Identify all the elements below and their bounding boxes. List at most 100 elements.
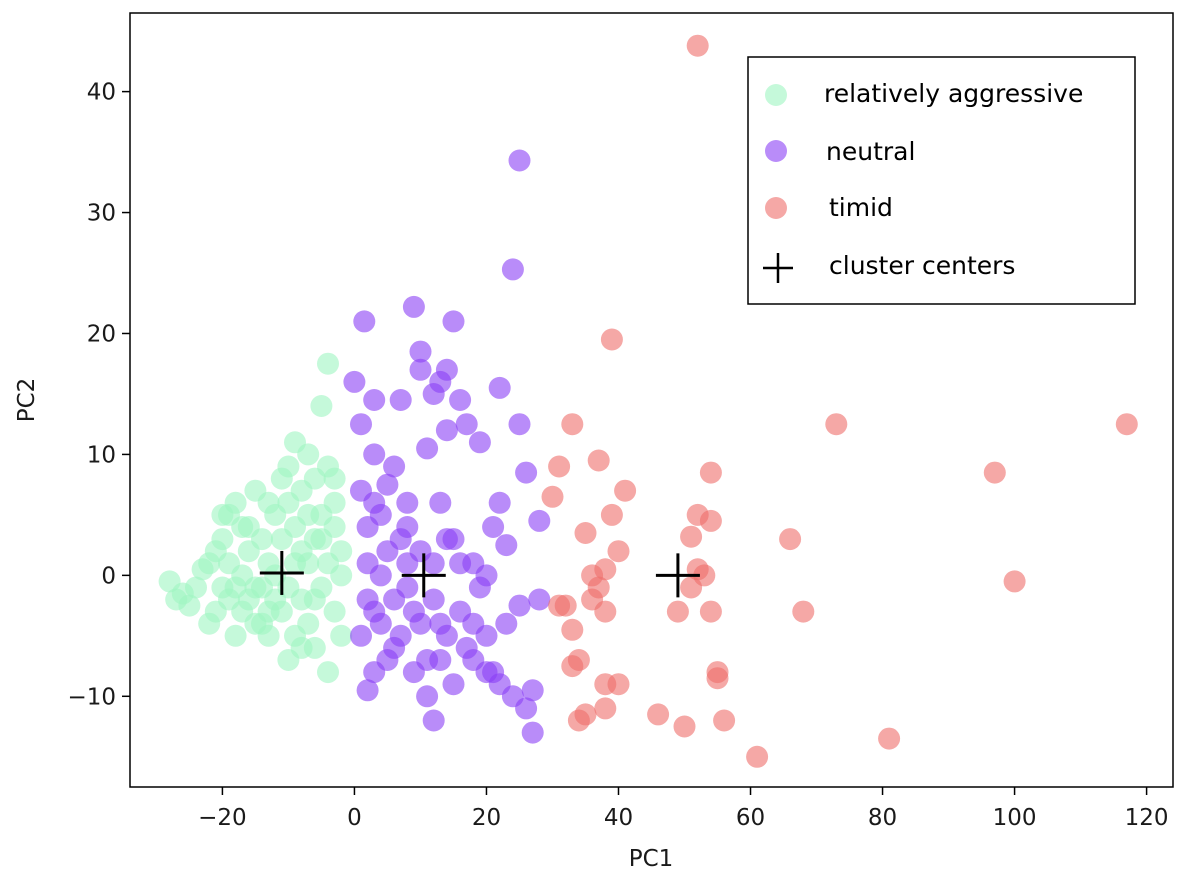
point-relatively-aggressive [257,491,280,514]
point-timid [548,455,571,478]
legend: relatively aggressive neutral timid clus… [747,56,1136,305]
point-neutral [508,594,531,617]
x-tick-label: 40 [604,805,633,831]
point-relatively-aggressive [310,528,333,551]
point-relatively-aggressive [218,552,240,575]
point-timid [554,594,577,617]
y-tick-label: −10 [67,684,116,710]
point-timid [587,449,610,472]
point-neutral [363,389,386,411]
point-neutral [462,612,485,635]
point-timid [699,600,722,623]
point-neutral [416,437,439,460]
point-neutral [475,564,498,587]
point-timid [666,600,689,623]
point-neutral [396,491,419,514]
point-neutral [528,509,551,532]
point-timid [706,661,729,684]
point-neutral [429,649,452,671]
cluster-center-marker [401,553,446,598]
point-relatively-aggressive [317,352,339,375]
point-relatively-aggressive [330,540,353,563]
point-relatively-aggressive [317,661,339,684]
point-timid [825,413,848,436]
point-neutral [442,310,465,333]
point-relatively-aggressive [284,552,306,575]
point-relatively-aggressive [211,503,234,526]
point-timid [1115,413,1138,436]
point-timid [594,600,617,623]
point-timid [574,703,597,726]
x-tick-label: −20 [198,805,247,831]
plot-frame [129,12,1174,788]
y-tick-label: 0 [101,563,116,589]
point-neutral [369,612,392,635]
y-tick-label: 40 [87,80,116,106]
point-neutral [356,552,379,575]
y-axis-label: PC2 [14,378,40,423]
y-tick-label: 10 [87,442,116,468]
point-neutral [409,358,432,381]
point-neutral [435,419,458,442]
point-neutral [515,697,538,720]
x-tick-label: 60 [736,805,765,831]
point-neutral [409,340,432,363]
point-timid [600,328,623,351]
point-neutral [356,679,379,702]
point-neutral [521,679,544,702]
cluster-center-marker [259,550,304,595]
point-neutral [488,376,511,399]
point-relatively-aggressive [303,588,326,611]
legend-label-relatively-aggressive: relatively aggressive [824,79,1083,108]
point-neutral [429,491,452,514]
legend-marker-neutral [765,140,787,162]
point-timid [878,727,901,750]
point-relatively-aggressive [224,576,247,599]
point-timid [673,715,696,738]
point-relatively-aggressive [323,491,346,514]
x-axis-label: PC1 [629,846,674,872]
x-tick-label: 120 [1125,805,1169,831]
legend-box [747,56,1136,305]
point-timid [779,528,802,551]
point-relatively-aggressive [178,594,201,617]
point-neutral [515,461,538,484]
point-neutral [343,370,366,393]
point-relatively-aggressive [290,636,313,659]
legend-marker-timid [765,197,787,219]
point-relatively-aggressive [277,491,300,514]
x-axis: −20 0 20 40 60 80 100 120 [198,787,1169,831]
point-timid [614,479,637,502]
point-neutral [363,443,386,466]
point-neutral [508,149,531,172]
point-neutral [482,516,505,538]
legend-marker-relatively-aggressive [765,84,787,106]
point-relatively-aggressive [231,516,254,538]
point-neutral [350,413,372,436]
point-relatively-aggressive [251,528,273,551]
y-axis: −10 0 10 20 30 40 [67,80,130,710]
point-timid [1003,570,1026,593]
point-neutral [363,491,386,514]
point-timid [600,503,623,526]
point-timid [647,703,670,726]
point-neutral [422,588,445,611]
point-relatively-aggressive [224,624,247,647]
point-timid [713,709,736,732]
legend-marker-cluster-centers [763,253,793,283]
x-tick-label: 0 [347,805,362,831]
point-neutral [449,389,472,411]
point-relatively-aggressive [330,564,353,587]
point-neutral [435,528,458,551]
point-relatively-aggressive [297,612,320,635]
point-neutral [416,685,439,708]
point-neutral [501,258,524,281]
point-neutral [422,709,445,732]
point-neutral [383,455,406,478]
point-timid [574,522,597,544]
point-timid [607,673,630,696]
point-neutral [383,636,406,659]
point-neutral [449,552,472,575]
point-neutral [488,491,511,514]
